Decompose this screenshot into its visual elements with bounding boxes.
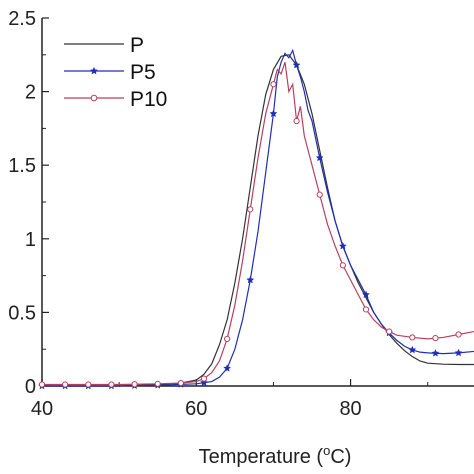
data-point bbox=[270, 81, 277, 88]
data-point bbox=[246, 275, 255, 284]
x-tick-label: 40 bbox=[31, 398, 53, 420]
data-point bbox=[154, 380, 161, 387]
data-point bbox=[386, 328, 393, 335]
data-point bbox=[455, 331, 462, 338]
x-axis-title: Temperature (oC) bbox=[199, 443, 352, 468]
y-tick-label: 1.5 bbox=[8, 155, 36, 177]
series-line-p bbox=[42, 54, 474, 387]
data-point bbox=[293, 117, 300, 125]
data-point bbox=[315, 153, 324, 162]
data-point bbox=[431, 348, 440, 357]
data-point bbox=[409, 334, 416, 341]
data-point bbox=[316, 191, 323, 198]
x-tick-label: 80 bbox=[339, 398, 361, 420]
y-tick-label: 2 bbox=[25, 82, 36, 104]
series-p bbox=[42, 54, 474, 387]
legend-label: P5 bbox=[130, 61, 156, 84]
x-tick-label: 60 bbox=[185, 398, 207, 420]
series-p10 bbox=[38, 61, 474, 388]
x-axis-title-unit: C) bbox=[330, 446, 351, 468]
data-point bbox=[224, 335, 231, 342]
series-line-p5 bbox=[42, 48, 474, 387]
legend: P P5 P10 bbox=[64, 34, 167, 111]
data-point bbox=[408, 345, 417, 354]
data-point bbox=[108, 381, 115, 388]
data-point bbox=[199, 378, 209, 387]
data-point bbox=[200, 375, 208, 382]
data-point bbox=[454, 348, 463, 357]
data-point bbox=[292, 60, 301, 69]
data-point bbox=[247, 206, 254, 213]
data-point bbox=[362, 306, 370, 313]
legend-marker bbox=[89, 66, 99, 75]
legend-label: P bbox=[130, 34, 144, 57]
y-tick-label: 0.5 bbox=[8, 302, 36, 324]
axes: 0 0.5 1 1.5 2 2.5 40 60 80 bbox=[8, 8, 474, 420]
y-tick-label: 0 bbox=[25, 376, 36, 398]
series-layer bbox=[37, 48, 474, 390]
data-point bbox=[38, 381, 46, 388]
data-point bbox=[131, 381, 138, 388]
data-point bbox=[339, 262, 346, 269]
series-p5 bbox=[37, 48, 474, 390]
data-point bbox=[432, 335, 439, 342]
y-tick-label: 1 bbox=[25, 229, 36, 251]
data-point bbox=[338, 241, 347, 250]
legend-label: P10 bbox=[130, 88, 167, 111]
data-point bbox=[361, 290, 371, 299]
x-axis-title-text: Temperature ( bbox=[199, 446, 324, 468]
data-point bbox=[269, 109, 278, 118]
series-line-p10 bbox=[42, 61, 474, 386]
data-point bbox=[62, 381, 69, 388]
legend-item-p5: P5 bbox=[64, 61, 156, 84]
data-point bbox=[177, 379, 184, 387]
legend-item-p: P bbox=[64, 34, 144, 57]
data-point bbox=[85, 381, 92, 388]
legend-item-p10: P10 bbox=[64, 88, 167, 111]
legend-marker bbox=[90, 94, 98, 102]
y-tick-label: 2.5 bbox=[8, 8, 36, 30]
data-point bbox=[223, 364, 232, 372]
x-axis-title-superscript: o bbox=[323, 443, 330, 458]
